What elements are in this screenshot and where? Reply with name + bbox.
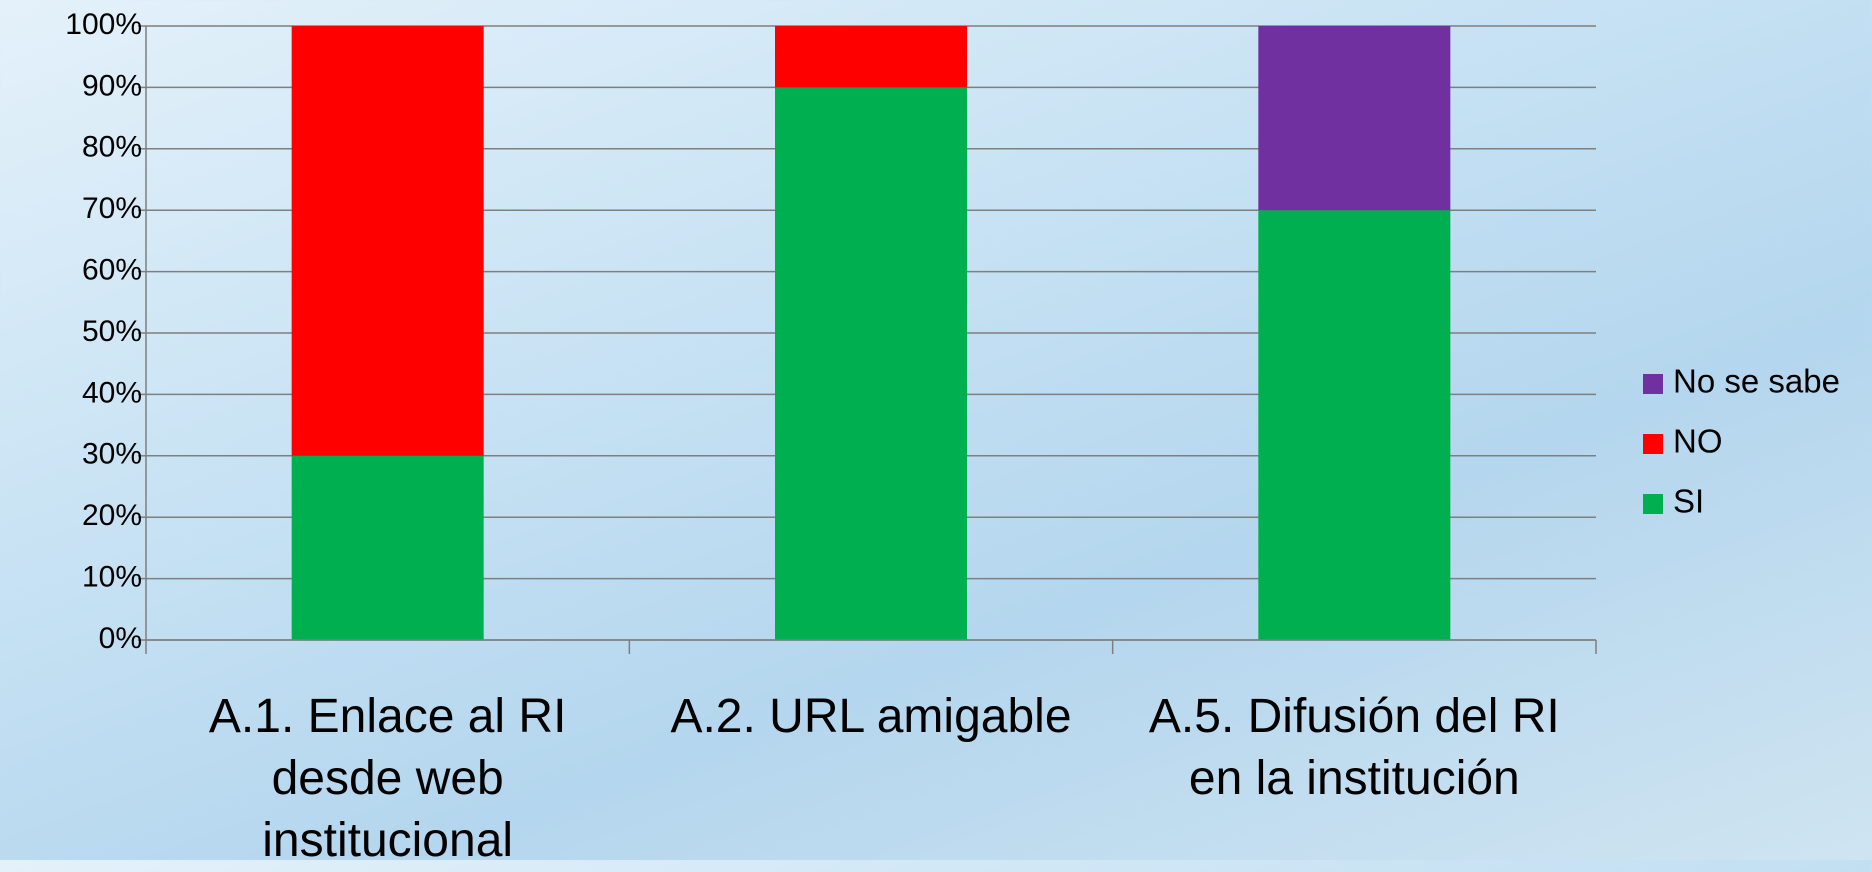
legend-swatch: [1643, 494, 1663, 514]
x-tick-label: A.1. Enlace al RI desde web instituciona…: [208, 690, 567, 867]
y-tick-label: 30%: [82, 438, 142, 471]
legend-label: SI: [1673, 483, 1704, 520]
legend-swatch: [1643, 374, 1663, 394]
y-tick-label: 0%: [99, 622, 142, 655]
bar-segment: [291, 26, 484, 456]
y-tick-label: 100%: [65, 8, 142, 41]
legend-label: No se sabe: [1673, 363, 1840, 400]
y-tick-label: 60%: [82, 254, 142, 287]
bar-segment: [775, 87, 967, 640]
bar-segment: [1258, 210, 1451, 640]
legend-label: NO: [1673, 423, 1723, 460]
x-tick-label: A.5. Difusión del RI en la institución: [1148, 690, 1560, 805]
y-tick-label: 50%: [82, 315, 142, 348]
y-tick-label: 20%: [82, 499, 142, 532]
bar-segment: [1258, 26, 1451, 211]
y-tick-label: 90%: [82, 69, 142, 102]
x-tick-label: A.2. URL amigable: [670, 690, 1072, 743]
legend-swatch: [1643, 434, 1663, 454]
y-tick-label: 40%: [82, 376, 142, 409]
bar-segment: [291, 455, 484, 640]
bar-segment: [775, 26, 967, 88]
y-tick-label: 70%: [82, 192, 142, 225]
y-tick-label: 10%: [82, 561, 142, 594]
y-tick-label: 80%: [82, 131, 142, 164]
